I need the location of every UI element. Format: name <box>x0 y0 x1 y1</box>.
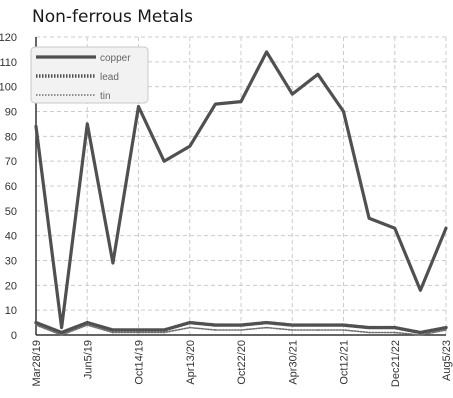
data-point-tin <box>342 329 345 331</box>
series-group <box>34 50 448 336</box>
data-point-lead <box>368 326 370 329</box>
y-tick-label: 120 <box>0 32 17 44</box>
legend-label-copper: copper <box>100 53 131 64</box>
data-point-copper <box>291 93 294 95</box>
data-point-lead <box>60 331 63 334</box>
data-point-tin <box>265 326 268 329</box>
x-tick-label: Oct22/20 <box>236 340 248 385</box>
data-point-tin <box>112 331 114 334</box>
data-point-lead <box>445 326 447 329</box>
y-tick-label: 50 <box>5 206 17 218</box>
data-point-copper <box>137 105 140 108</box>
data-point-tin <box>240 329 242 331</box>
x-tick-label: Apr13/20 <box>185 340 197 385</box>
data-point-tin <box>60 334 63 336</box>
data-point-copper <box>86 123 89 125</box>
y-tick-label: 80 <box>5 131 17 143</box>
y-tick-label: 0 <box>11 330 17 342</box>
data-point-lead <box>214 324 217 326</box>
data-point-copper <box>112 262 114 264</box>
data-point-copper <box>393 227 396 230</box>
data-point-copper <box>265 51 268 53</box>
legend-box <box>30 46 149 104</box>
y-tick-label: 100 <box>0 82 17 94</box>
chart-title: Non-ferrous Metals <box>32 7 194 27</box>
data-point-lead <box>265 321 268 324</box>
y-tick-label: 110 <box>0 57 17 69</box>
y-tick-label: 10 <box>5 305 17 317</box>
x-tick-label: Dec21/22 <box>390 340 402 387</box>
y-tick-label: 40 <box>5 231 17 243</box>
y-tick-label: 70 <box>5 156 17 168</box>
x-tick-label: Apr30/21 <box>287 340 299 385</box>
data-point-tin <box>368 331 370 334</box>
y-tick-label: 60 <box>5 181 17 193</box>
data-point-copper <box>419 289 422 292</box>
data-point-copper <box>240 100 242 103</box>
data-point-copper <box>214 103 217 105</box>
data-point-lead <box>35 321 37 324</box>
data-point-copper <box>60 326 63 329</box>
data-point-lead <box>86 321 89 324</box>
data-point-tin <box>86 324 89 326</box>
data-point-lead <box>291 324 294 326</box>
x-tick-label: Jun5/19 <box>82 340 94 379</box>
y-tick-label: 20 <box>5 280 17 292</box>
data-point-tin <box>163 331 165 334</box>
data-point-copper <box>188 145 191 148</box>
x-tick-label: Oct12/21 <box>339 340 351 385</box>
data-point-lead <box>112 329 114 331</box>
axes: 0 10 20 30 40 50 60 70 80 90 100 110 120 Mar28/19 Jun5… <box>0 32 453 387</box>
data-point-copper <box>445 227 447 230</box>
data-point-copper <box>317 73 319 76</box>
data-point-lead <box>393 326 396 329</box>
data-point-tin <box>317 329 319 331</box>
data-point-lead <box>137 329 140 331</box>
data-point-tin <box>188 326 191 329</box>
y-tick-label: 30 <box>5 256 17 268</box>
data-point-tin <box>445 329 447 331</box>
data-point-tin <box>35 324 37 326</box>
data-point-tin <box>419 334 422 336</box>
data-point-lead <box>317 324 319 326</box>
x-tick-label: Oct14/19 <box>134 340 146 385</box>
data-point-copper <box>368 217 370 220</box>
data-point-lead <box>240 324 242 326</box>
data-point-copper <box>35 125 37 128</box>
data-point-lead <box>342 324 345 326</box>
data-point-tin <box>393 331 396 334</box>
data-point-copper <box>342 110 345 113</box>
legend-label-lead: lead <box>100 72 119 83</box>
data-point-lead <box>188 321 191 324</box>
data-point-lead <box>419 331 422 334</box>
data-point-tin <box>214 329 217 331</box>
data-point-tin <box>137 331 140 334</box>
data-point-tin <box>291 329 294 331</box>
legend-label-tin: tin <box>100 91 111 102</box>
grid <box>35 36 447 335</box>
legend[interactable]: copper lead tin <box>30 46 149 104</box>
y-tick-label: 90 <box>5 107 17 119</box>
data-point-lead <box>163 329 165 331</box>
data-point-copper <box>163 160 165 162</box>
x-tick-label: Mar28/19 <box>31 340 43 386</box>
x-tick-label: Aug5/23 <box>441 340 453 381</box>
